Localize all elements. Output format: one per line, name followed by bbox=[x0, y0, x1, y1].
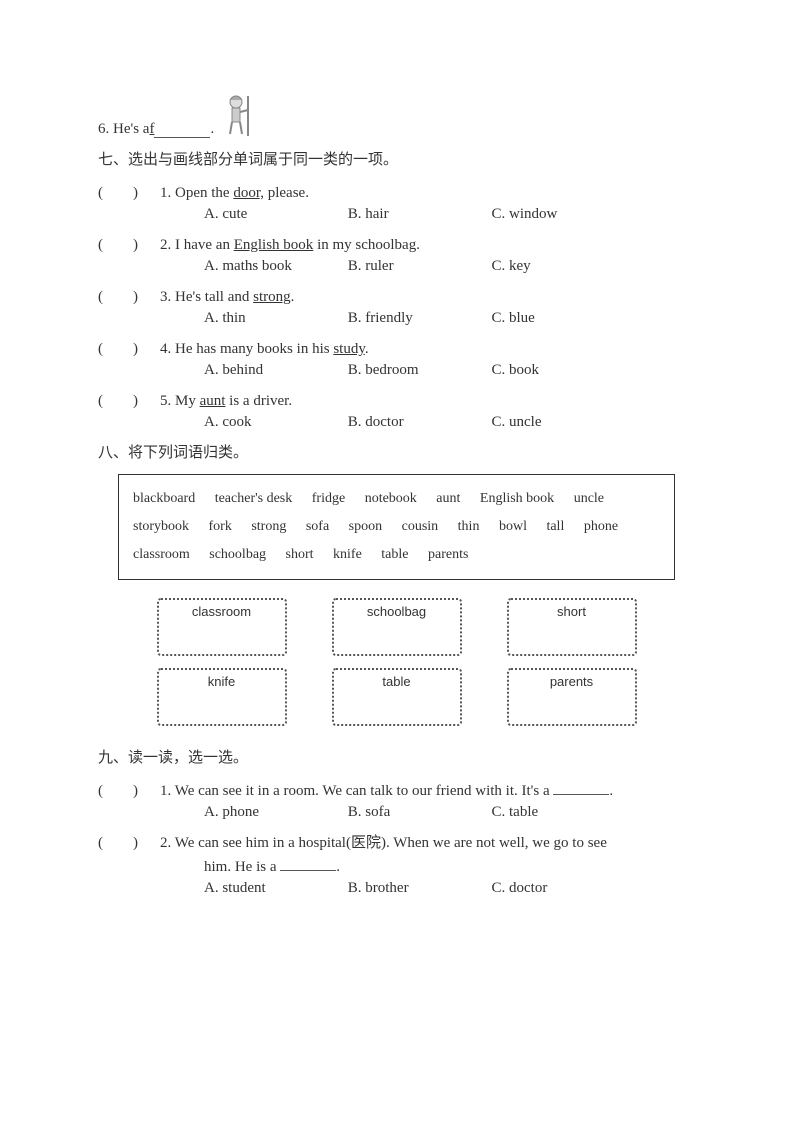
option-b[interactable]: B. friendly bbox=[348, 310, 488, 327]
s7-q5: ( ) 5. My aunt is a driver. bbox=[98, 389, 695, 410]
answer-blank[interactable]: ( ) bbox=[98, 285, 160, 306]
option-b[interactable]: B. ruler bbox=[348, 258, 488, 275]
s7-q5-options: A. cook B. doctor C. uncle bbox=[98, 414, 695, 431]
option-c[interactable]: C. table bbox=[492, 804, 612, 821]
option-a[interactable]: A. student bbox=[204, 880, 344, 897]
category-row-1: classroom schoolbag short bbox=[157, 598, 637, 656]
option-a[interactable]: A. behind bbox=[204, 362, 344, 379]
q6-prefix: 6. He's a bbox=[98, 121, 149, 138]
fill-blank[interactable] bbox=[280, 856, 336, 871]
option-b[interactable]: B. sofa bbox=[348, 804, 488, 821]
answer-blank[interactable]: ( ) bbox=[98, 389, 160, 410]
category-box-parents[interactable]: parents bbox=[507, 668, 637, 726]
s7-q3: ( ) 3. He's tall and strong. bbox=[98, 285, 695, 306]
option-a[interactable]: A. phone bbox=[204, 804, 344, 821]
category-box-table[interactable]: table bbox=[332, 668, 462, 726]
option-a[interactable]: A. maths book bbox=[204, 258, 344, 275]
s7-q4: ( ) 4. He has many books in his study. bbox=[98, 337, 695, 358]
fill-blank[interactable] bbox=[553, 780, 609, 795]
worksheet-page: 6. He's a f . 七、选出与画线部分单词属于同一类的一项。 ( ) 1… bbox=[0, 0, 793, 967]
category-box-short[interactable]: short bbox=[507, 598, 637, 656]
question-6: 6. He's a f . bbox=[98, 90, 695, 138]
answer-blank[interactable]: ( ) bbox=[98, 181, 160, 202]
word-box: blackboard teacher's desk fridge noteboo… bbox=[118, 474, 675, 580]
s9-q1-options: A. phone B. sofa C. table bbox=[98, 804, 695, 821]
section-8-title: 八、将下列词语归类。 bbox=[98, 441, 695, 462]
section-9-title: 九、读一读，选一选。 bbox=[98, 746, 695, 767]
q6-suffix: . bbox=[210, 121, 214, 138]
option-a[interactable]: A. cook bbox=[204, 414, 344, 431]
s7-q3-options: A. thin B. friendly C. blue bbox=[98, 310, 695, 327]
option-b[interactable]: B. brother bbox=[348, 880, 488, 897]
option-b[interactable]: B. hair bbox=[348, 206, 488, 223]
answer-blank[interactable]: ( ) bbox=[98, 779, 160, 800]
s9-q2-options: A. student B. brother C. doctor bbox=[98, 880, 695, 897]
s7-q1: ( ) 1. Open the door, please. bbox=[98, 181, 695, 202]
option-c[interactable]: C. book bbox=[492, 362, 612, 379]
category-grid: classroom schoolbag short knife table pa… bbox=[138, 598, 655, 726]
answer-blank[interactable]: ( ) bbox=[98, 831, 160, 852]
category-box-knife[interactable]: knife bbox=[157, 668, 287, 726]
option-c[interactable]: C. window bbox=[492, 206, 612, 223]
q6-blank[interactable] bbox=[154, 123, 210, 138]
category-box-classroom[interactable]: classroom bbox=[157, 598, 287, 656]
option-b[interactable]: B. bedroom bbox=[348, 362, 488, 379]
s7-q2-options: A. maths book B. ruler C. key bbox=[98, 258, 695, 275]
farmer-icon bbox=[218, 90, 258, 138]
option-c[interactable]: C. blue bbox=[492, 310, 612, 327]
s7-q1-options: A. cute B. hair C. window bbox=[98, 206, 695, 223]
option-b[interactable]: B. doctor bbox=[348, 414, 488, 431]
section-7-title: 七、选出与画线部分单词属于同一类的一项。 bbox=[98, 148, 695, 169]
s9-q2: ( ) 2. We can see him in a hospital(医院).… bbox=[98, 831, 695, 852]
category-box-schoolbag[interactable]: schoolbag bbox=[332, 598, 462, 656]
answer-blank[interactable]: ( ) bbox=[98, 337, 160, 358]
option-a[interactable]: A. cute bbox=[204, 206, 344, 223]
s9-q1: ( ) 1. We can see it in a room. We can t… bbox=[98, 779, 695, 800]
s7-q2: ( ) 2. I have an English book in my scho… bbox=[98, 233, 695, 254]
s9-q2-cont: him. He is a . bbox=[98, 856, 695, 876]
section-7-items: ( ) 1. Open the door, please. A. cute B.… bbox=[98, 181, 695, 431]
category-row-2: knife table parents bbox=[157, 668, 637, 726]
option-a[interactable]: A. thin bbox=[204, 310, 344, 327]
option-c[interactable]: C. uncle bbox=[492, 414, 612, 431]
answer-blank[interactable]: ( ) bbox=[98, 233, 160, 254]
option-c[interactable]: C. doctor bbox=[492, 880, 612, 897]
option-c[interactable]: C. key bbox=[492, 258, 612, 275]
s7-q4-options: A. behind B. bedroom C. book bbox=[98, 362, 695, 379]
